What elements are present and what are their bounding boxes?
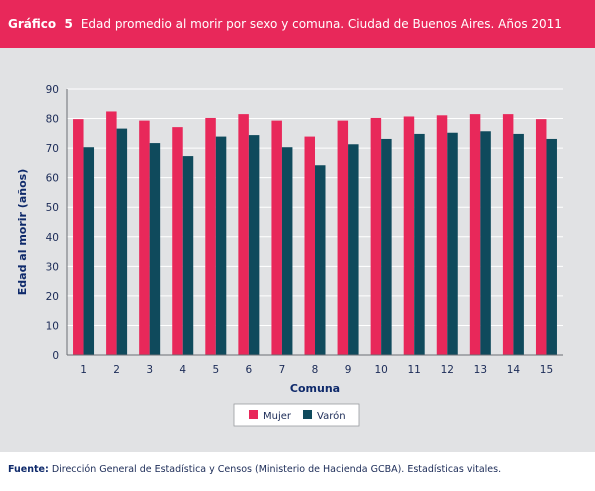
x-tick-label: 12 [441,364,454,376]
bar-varon-comuna-5 [215,136,227,355]
y-tick-label: 50 [46,202,59,214]
bar-mujer-comuna-6 [238,114,249,355]
bar-mujer-comuna-5 [205,117,216,355]
bar-mujer-comuna-12 [436,115,448,355]
legend-label-mujer: Mujer [263,411,292,422]
x-tick-label: 4 [179,364,186,376]
bars [73,111,557,355]
x-tick-labels: 1 2 3 4 5 6 7 8 9 10 11 12 13 14 15 [80,364,553,376]
bar-varon-comuna-11 [414,133,425,355]
y-tick-label: 90 [46,84,59,96]
legend-label-varon: Varón [317,410,346,422]
bar-varon-comuna-7 [281,147,293,355]
bar-varon-comuna-12 [447,132,458,355]
y-tick-label: 0 [52,350,59,362]
x-tick-label: 15 [540,364,553,376]
bar-mujer-comuna-9 [337,120,349,355]
y-tick-label: 80 [46,114,59,126]
x-tick-label: 3 [146,364,153,376]
x-tick-label: 8 [312,364,319,376]
bar-mujer-comuna-1 [73,119,84,355]
y-tick-label: 30 [46,261,59,273]
bar-varon-comuna-6 [248,135,260,355]
x-tick-label: 9 [345,364,352,376]
legend-swatch-mujer [249,410,258,419]
chart-panel: 0 10 20 30 40 50 60 70 80 90 1 2 3 4 5 6 7 8 9 10 11 12 13 14 1… [0,48,595,452]
y-axis-label: Edad al morir (años) [16,169,29,295]
x-tick-label: 7 [279,364,286,376]
legend-swatch-varon [303,410,312,419]
chart-header: Gráfico 5 Edad promedio al morir por sex… [0,0,595,48]
bar-varon-comuna-15 [546,138,557,355]
x-tick-label: 1 [80,364,87,376]
legend-box [233,403,360,427]
x-axis-label: Comuna [290,382,340,395]
bar-varon-comuna-2 [116,128,128,355]
bar-mujer-comuna-4 [172,127,183,355]
x-tick-label: 2 [113,364,120,376]
bar-mujer-comuna-8 [304,136,315,355]
bar-mujer-comuna-10 [370,117,382,355]
y-tick-label: 60 [46,173,59,185]
x-tick-label: 13 [474,364,487,376]
source-text: Dirección General de Estadística y Censo… [51,464,502,475]
bar-varon-comuna-14 [513,133,524,355]
bar-varon-comuna-13 [480,131,491,355]
x-tick-label: 10 [374,364,387,376]
y-tick-labels: 0 10 20 30 40 50 60 70 80 90 [46,84,59,362]
bar-mujer-comuna-11 [403,116,415,355]
bar-varon-comuna-10 [381,138,392,355]
bar-mujer-comuna-2 [106,111,117,355]
chart-number: Gráfico 5 [8,17,73,31]
y-tick-label: 10 [46,320,59,332]
bar-mujer-comuna-14 [502,114,514,355]
source-note: Fuente: Dirección General de Estadística… [0,452,595,491]
source-label: Fuente: [8,464,49,475]
y-tick-label: 20 [46,291,59,303]
x-tick-label: 5 [212,364,219,376]
axes [66,89,563,356]
bar-varon-comuna-4 [182,156,194,355]
x-tick-label: 6 [246,364,253,376]
x-tick-label: 14 [507,364,521,376]
bar-mujer-comuna-13 [469,114,481,355]
bar-mujer-comuna-3 [139,120,150,355]
legend: Mujer Varón [233,403,360,427]
x-tick-label: 11 [408,364,421,376]
bar-mujer-comuna-7 [271,120,282,355]
bar-varon-comuna-3 [149,143,161,355]
bar-varon-comuna-8 [315,165,326,355]
y-tick-label: 70 [46,143,59,155]
y-tick-label: 40 [46,232,59,244]
bar-mujer-comuna-15 [535,119,547,355]
bar-varon-comuna-1 [83,147,95,355]
bar-varon-comuna-9 [348,144,359,355]
chart-title: Edad promedio al morir por sexo y comuna… [80,17,562,31]
